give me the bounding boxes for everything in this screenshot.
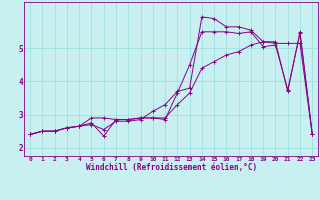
X-axis label: Windchill (Refroidissement éolien,°C): Windchill (Refroidissement éolien,°C) [86,163,257,172]
